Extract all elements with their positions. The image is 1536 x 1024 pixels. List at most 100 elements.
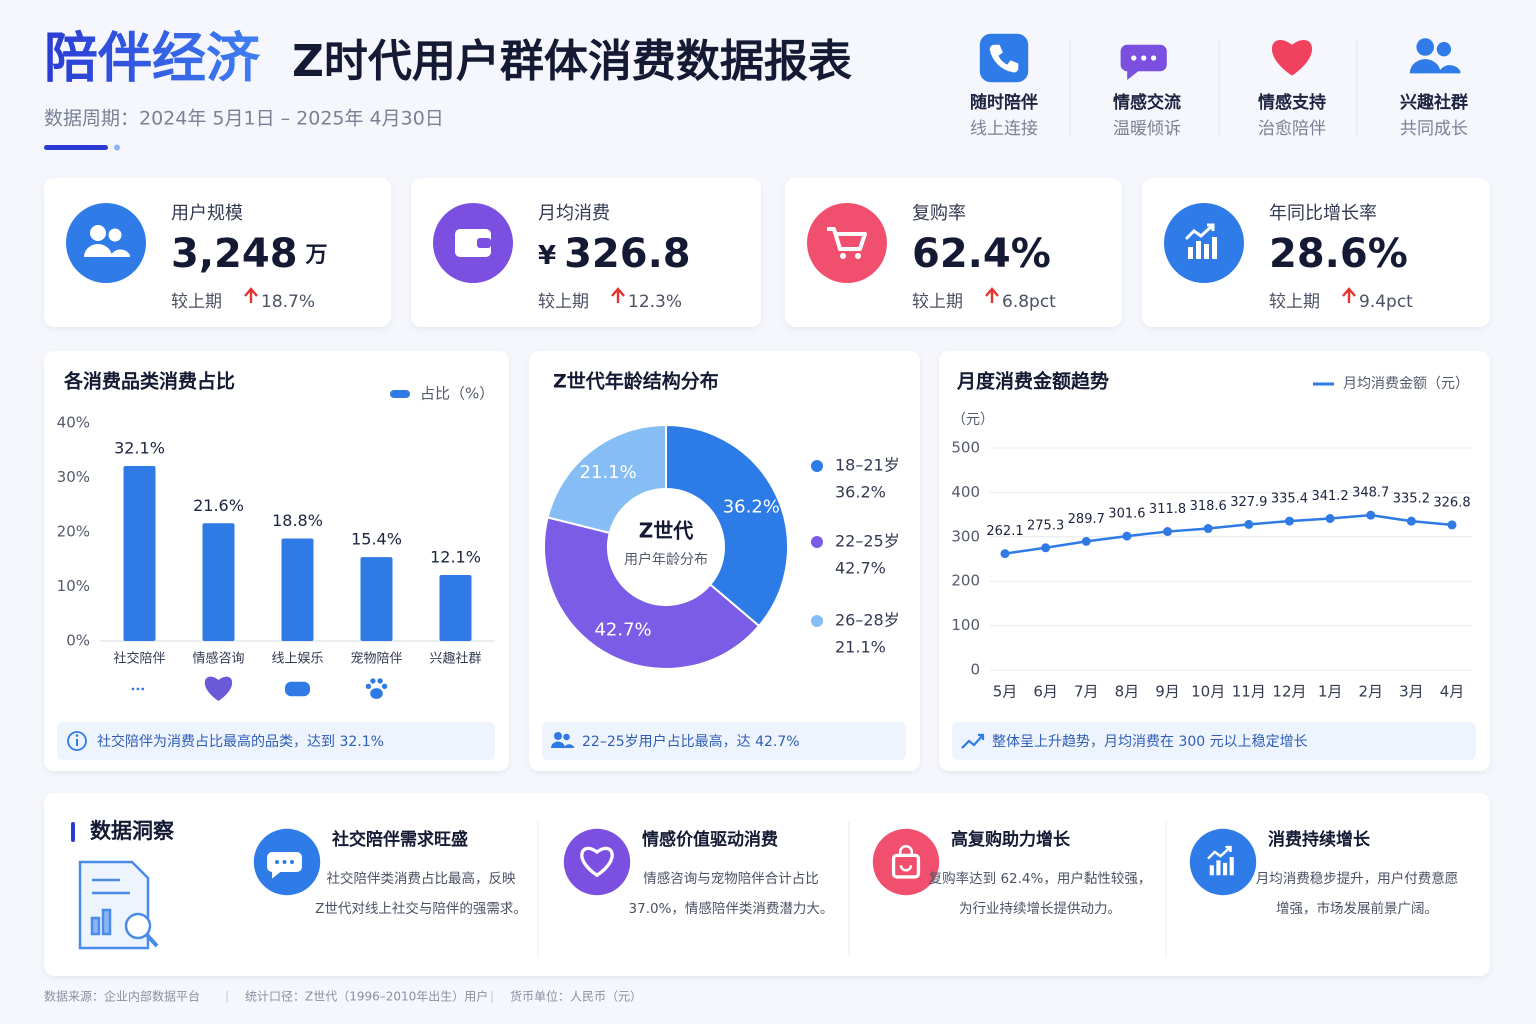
icon-part [370,678,376,684]
kpi-up-arrow [985,287,999,303]
insight-text: Z世代对线上社交与陪伴的强需求。 [315,900,527,917]
icon-part [1196,241,1201,259]
icon-part [1436,42,1452,57]
data-label: 341.2 [1311,489,1348,504]
icon [979,33,1029,83]
line-point [1244,519,1254,529]
icon [443,679,469,697]
insight-title: 消费持续增长 [1268,829,1371,850]
footer-text: 货币单位：人民币（元） [510,989,642,1004]
x-tick-label: 社交陪伴 [113,651,165,667]
legend-swatch [811,536,823,548]
kpi-up-arrow [1342,287,1356,303]
icon-part [90,225,106,241]
chart-title: 月度消费金额趋势 [956,370,1109,393]
x-tick-label: 5月 [993,683,1018,701]
icon-part [365,683,372,689]
icon-part [554,732,562,740]
line-point [1406,516,1416,526]
data-label: 327.9 [1230,495,1267,510]
feature-title: 情感交流 [1113,92,1181,113]
y-tick-label: 400 [951,483,980,501]
period: 数据周期：2024年 5月1日 – 2025年 4月30日 [44,108,444,130]
x-tick-label: 8月 [1115,683,1140,701]
kpi-compare: 较上期 [171,292,222,312]
note-box [542,722,906,760]
kpi-label: 年同比增长率 [1269,203,1377,224]
icon-part [891,853,921,879]
x-tick-label: 宠物陪伴 [350,651,402,667]
icon-part [1204,244,1209,259]
feature-title: 兴趣社群 [1400,92,1468,113]
data-label: 15.4% [351,530,402,549]
data-label: 12.1% [430,548,481,567]
line-point [1163,527,1173,537]
kpi-number: 326.8 [564,231,691,277]
line-point [1447,520,1457,530]
legend-value: 42.7% [835,559,886,578]
y-tick-label: 10% [57,577,90,595]
line-point [1000,549,1010,559]
y-tick-label: 200 [951,572,980,590]
x-tick-label: 10月 [1191,683,1225,701]
feature-title: 情感支持 [1258,92,1326,113]
chart-card [939,351,1490,771]
bar [439,575,472,641]
note-box [57,722,495,760]
icon-part [1229,857,1234,876]
x-tick-label: 1月 [1318,683,1343,701]
kpi-prefix: ¥ [538,241,556,271]
x-tick-label: 线上娱乐 [271,652,323,667]
section-title: 数据洞察 [90,819,175,843]
icon-part [989,44,1019,73]
icon [284,681,311,697]
donut-slice [546,423,667,535]
insight-title: 社交陪伴需求旺盛 [331,829,468,850]
icon-part [1409,59,1461,74]
y-tick-label: 40% [57,414,90,432]
data-label: 301.6 [1108,507,1145,522]
note-icon [75,734,79,737]
icon-part [108,228,122,242]
icon-part [563,733,570,741]
line-point [1203,524,1213,534]
data-label: 318.6 [1190,499,1227,514]
icon-part [1150,55,1157,61]
icon-part [477,238,491,248]
icon-part [126,682,150,700]
bar [360,557,393,641]
x-tick-label: 2月 [1358,683,1383,701]
icon [365,678,388,699]
y-axis-label: （元） [952,412,994,428]
cards [44,178,1490,976]
icon [253,828,321,896]
icon-part [446,679,456,688]
kpi-change: 6.8pct [1002,292,1056,312]
icon-part [1223,862,1228,876]
icon [204,676,233,701]
y-tick-label: 20% [57,523,90,541]
icon-bg [1189,828,1257,896]
icon [433,203,513,283]
icon [807,203,887,283]
line-point [1325,514,1335,524]
feature-title: 随时陪伴 [970,92,1038,113]
icon-part [979,33,1029,83]
icon [1164,203,1244,283]
icon-part [1209,865,1214,876]
icon-part [1120,44,1167,80]
y-tick-label: 0% [66,632,90,650]
x-tick-label: 6月 [1033,683,1058,701]
kpi-up-arrow [611,287,625,303]
kpi-unit: 万 [305,243,328,268]
icon [126,682,150,700]
insight-text: 37.0%，情感陪伴类消费潜力大。 [629,900,834,917]
kpi-value: 28.6% [1269,231,1408,277]
kpi-compare: 较上期 [912,292,963,312]
legend-label: 18–21岁 [835,456,900,475]
feature-subtitle: 治愈陪伴 [1258,119,1326,139]
icon [1189,828,1257,896]
page-title: Z时代用户群体消费数据报表 [292,36,852,87]
